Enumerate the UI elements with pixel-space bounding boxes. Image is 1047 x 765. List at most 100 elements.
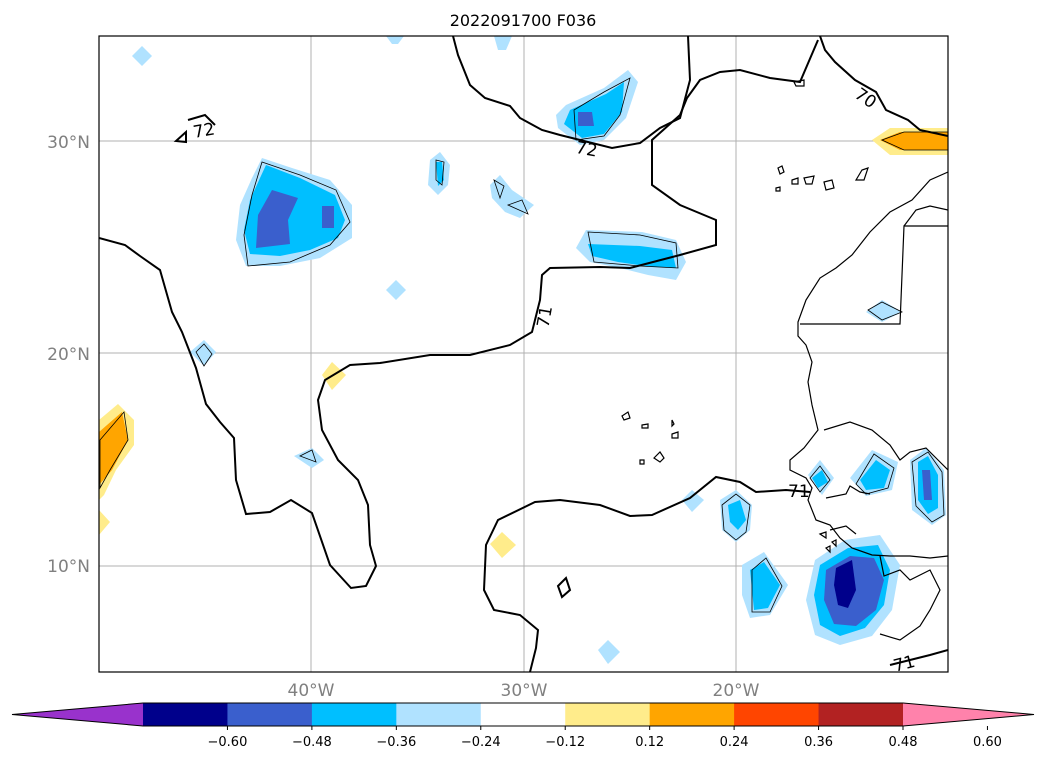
contour-label: 72: [574, 138, 599, 161]
contour-label: 71: [534, 304, 557, 329]
contour-line-72: [452, 36, 692, 150]
bissagos-islands: [818, 531, 837, 554]
lon-label-20w: 20°W: [713, 681, 760, 701]
anomaly-cell: [494, 36, 512, 50]
cape-verde-island: [621, 411, 631, 421]
contour-label: 71: [788, 482, 810, 502]
colorbar-extend-high: [903, 703, 1034, 726]
contour-lines: [99, 36, 948, 672]
anomaly-cell: [812, 470, 828, 488]
lon-label-40w: 40°W: [288, 681, 335, 701]
africa-coast: [789, 171, 948, 559]
gridlines: [99, 36, 948, 672]
anomaly-cell: [132, 46, 152, 66]
colorbar-tick-label: −0.60: [208, 735, 248, 750]
africa-border: [825, 485, 871, 499]
colorbar-segment: [311, 703, 397, 726]
canary-island: [823, 179, 835, 191]
canary-island: [777, 165, 785, 175]
colorbar-tick-label: −0.36: [376, 735, 416, 750]
lon-label-30w: 30°W: [501, 681, 548, 701]
africa-border: [800, 225, 948, 325]
anomaly-cell: [834, 560, 856, 608]
colorbar-tick-label: 0.36: [804, 735, 833, 750]
colorbar-tick-label: 0.48: [889, 735, 918, 750]
colorbar-segment: [565, 703, 651, 726]
anomaly-cell: [860, 460, 890, 490]
colorbar-tick-label: −0.12: [545, 735, 585, 750]
anomaly-cell: [578, 112, 594, 126]
africa-border: [823, 421, 948, 471]
anomaly-cell: [322, 362, 346, 390]
colorbar-tick-label: −0.48: [292, 735, 332, 750]
colorbar-segment: [734, 703, 820, 726]
anomaly-cell: [728, 500, 746, 530]
anomaly-cell: [922, 470, 932, 500]
anomaly-cell: [490, 175, 534, 218]
cape-verde-island: [671, 419, 675, 428]
cape-verde-island: [639, 459, 645, 465]
contour-line-71-south: [482, 475, 811, 672]
lat-label-20n: 20°N: [47, 345, 90, 365]
colorbar-tick-label: 0.60: [973, 735, 1002, 750]
contour-line-71-west: [99, 39, 819, 590]
africa-border: [829, 525, 857, 535]
colorbar-tick-label: 0.24: [720, 735, 749, 750]
contour-line-72-small: [173, 129, 187, 144]
colorbar-segment: [649, 703, 735, 726]
anomaly-outlines: [99, 77, 948, 613]
map-title: 2022091700 F036: [450, 11, 597, 30]
canary-island: [775, 186, 781, 192]
colorbar-segments: [11, 702, 1035, 727]
anomaly-cell: [866, 300, 902, 322]
contour-label: 72: [192, 119, 217, 142]
lat-label-10n: 10°N: [47, 557, 90, 577]
contour-line-70: [819, 36, 948, 137]
anomaly-cell: [322, 206, 334, 228]
madeira-island: [793, 79, 805, 87]
colorbar: −0.60 −0.48 −0.36 −0.24 −0.12 0.12 0.24 0.36 0.4…: [11, 702, 1035, 750]
anomaly-cell: [598, 640, 620, 664]
canary-island: [791, 177, 799, 185]
anomaly-cell: [880, 132, 948, 150]
plot-area: [99, 36, 948, 672]
longitude-labels: 40°W 30°W 20°W: [288, 681, 760, 701]
colorbar-segment: [480, 703, 566, 726]
negative-anomaly-fills: [132, 36, 946, 664]
anomaly-cell: [490, 532, 516, 558]
map-frame: [98, 35, 949, 673]
anomaly-cell: [436, 162, 444, 186]
colorbar-segment: [227, 703, 313, 726]
positive-anomaly-fills: [99, 128, 948, 558]
anomaly-cell: [99, 412, 128, 485]
colorbar-segment: [818, 703, 904, 726]
latitude-labels: 30°N 20°N 10°N: [47, 133, 90, 577]
africa-border: [903, 205, 948, 227]
cape-verde-island: [671, 431, 679, 439]
anomaly-cell: [386, 36, 404, 44]
anomaly-cell: [294, 448, 324, 468]
anomaly-cell: [99, 510, 110, 535]
colorbar-extend-low: [12, 703, 143, 726]
contour-line-71-se: [889, 649, 948, 666]
colorbar-tick-label: 0.12: [635, 735, 664, 750]
canary-island: [803, 175, 815, 185]
lat-label-30n: 30°N: [47, 133, 90, 153]
colorbar-outline: [11, 702, 1035, 727]
anomaly-cell: [190, 340, 216, 366]
coastlines: [621, 79, 948, 641]
anomaly-cell: [256, 190, 298, 248]
africa-border: [879, 555, 941, 641]
contour-line-closed: [556, 576, 572, 599]
anomaly-cell: [386, 280, 406, 300]
colorbar-segment: [143, 703, 228, 726]
cape-verde-island: [653, 451, 665, 463]
colorbar-segment: [396, 703, 482, 726]
anomaly-cell: [682, 490, 704, 512]
colorbar-tick-label: −0.24: [461, 735, 501, 750]
colorbar-ticks: −0.60 −0.48 −0.36 −0.24 −0.12 0.12 0.24 0.36 0.4…: [208, 726, 1002, 750]
canary-island: [854, 167, 869, 181]
contour-line-72-small: [187, 113, 216, 126]
anomaly-cell: [750, 562, 780, 610]
